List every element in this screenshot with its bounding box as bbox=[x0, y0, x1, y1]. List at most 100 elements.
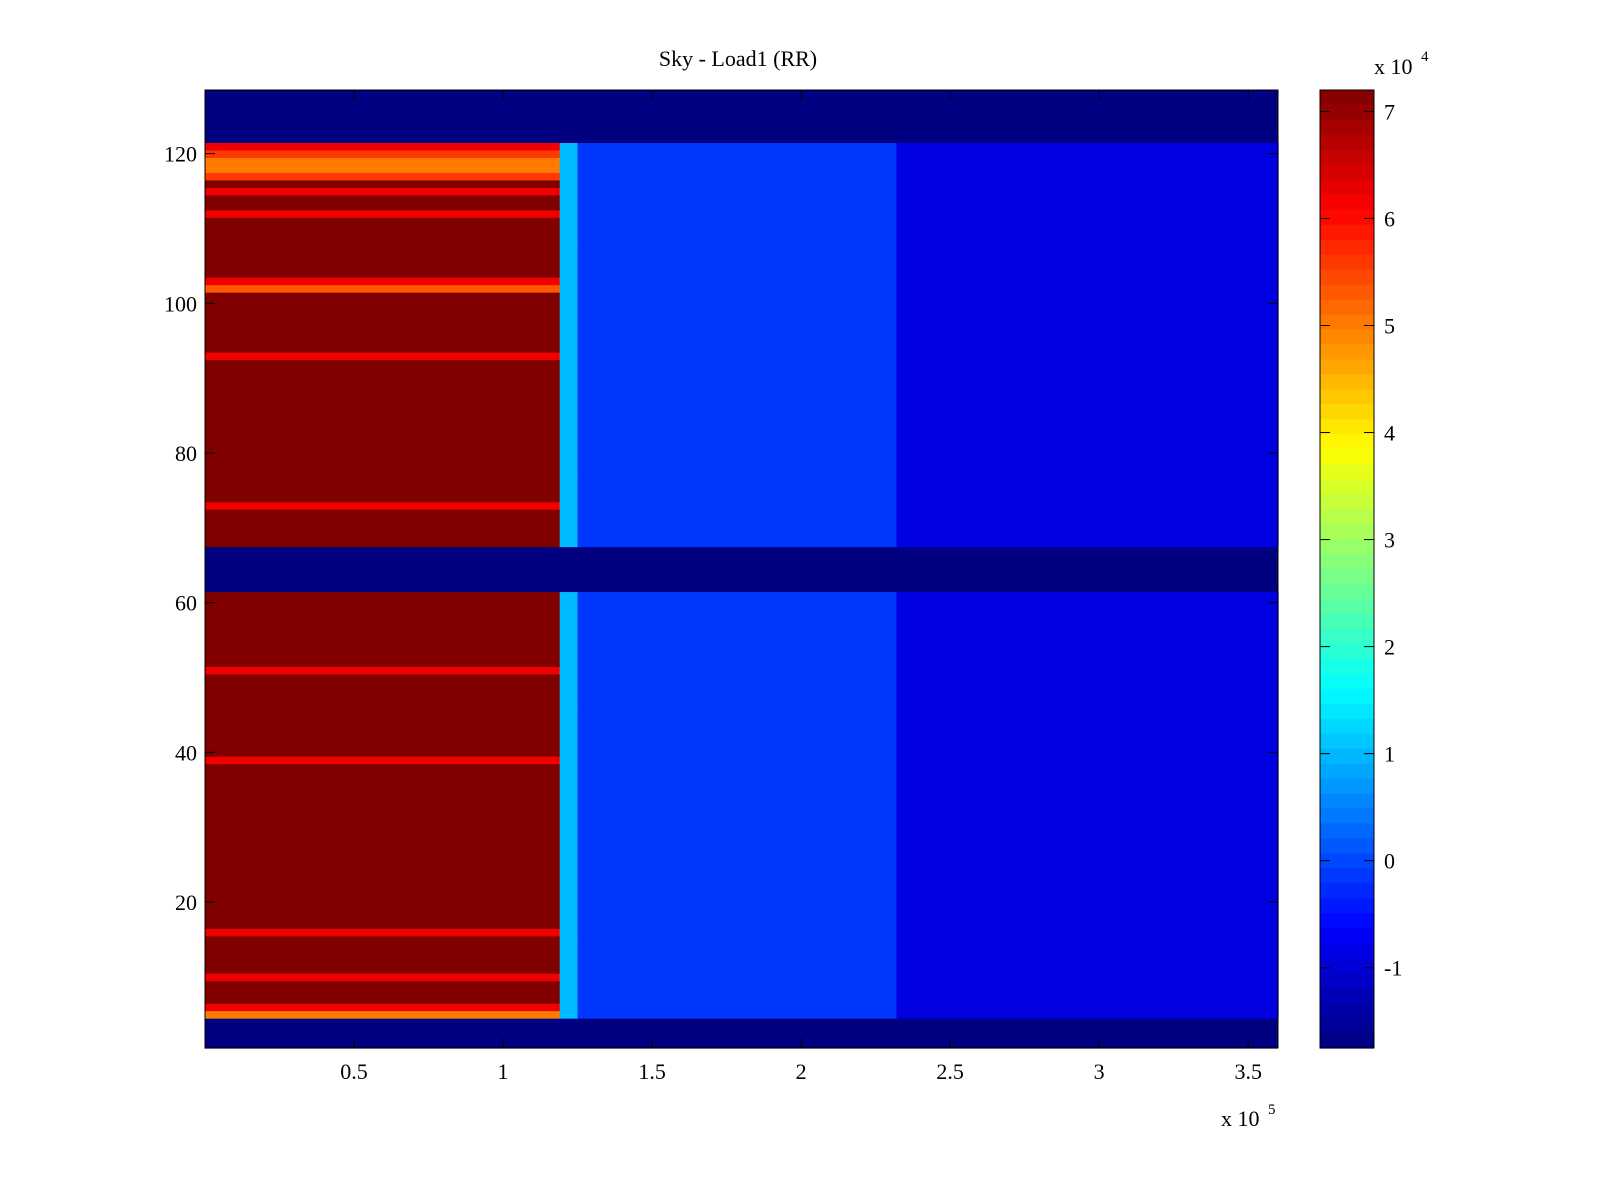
heatmap-cell bbox=[577, 860, 898, 869]
heatmap-cell bbox=[559, 748, 579, 757]
heatmap-cell bbox=[896, 666, 1279, 675]
heatmap-cell bbox=[577, 441, 898, 450]
heatmap-cell bbox=[205, 479, 561, 488]
heatmap-cell bbox=[577, 307, 898, 316]
heatmap-cell bbox=[559, 883, 579, 892]
colorbar-step bbox=[1320, 913, 1374, 929]
heatmap-cell bbox=[205, 673, 561, 682]
heatmap-cell bbox=[896, 531, 1279, 540]
heatmap-cell bbox=[559, 733, 579, 742]
colorbar-step bbox=[1320, 883, 1374, 899]
heatmap-cell bbox=[896, 149, 1279, 158]
heatmap-cell bbox=[577, 666, 898, 675]
heatmap-cell bbox=[559, 943, 579, 952]
heatmap-cell bbox=[896, 943, 1279, 952]
colorbar-step bbox=[1320, 928, 1374, 944]
heatmap-cell bbox=[559, 142, 579, 151]
heatmap-cell bbox=[577, 733, 898, 742]
heatmap-cell bbox=[559, 396, 579, 405]
heatmap-cell bbox=[559, 718, 579, 727]
heatmap-cell bbox=[896, 292, 1279, 301]
colorbar-step bbox=[1320, 164, 1374, 181]
heatmap-cell bbox=[577, 269, 898, 278]
colorbar-multiplier-base: x 10 bbox=[1374, 54, 1413, 79]
colorbar-step bbox=[1320, 569, 1374, 585]
heatmap-cell bbox=[577, 883, 898, 892]
heatmap-cell bbox=[205, 793, 561, 802]
heatmap-cell bbox=[205, 958, 561, 967]
colorbar-tick-label: 1 bbox=[1384, 742, 1395, 767]
heatmap-cell bbox=[577, 284, 898, 293]
colorbar-step bbox=[1320, 763, 1374, 780]
heatmap-cell bbox=[205, 254, 561, 263]
heatmap-cell bbox=[205, 299, 561, 308]
heatmap-cell bbox=[577, 277, 898, 286]
colorbar-step bbox=[1320, 269, 1374, 286]
heatmap-cell bbox=[896, 711, 1279, 720]
heatmap-cell bbox=[896, 396, 1279, 405]
heatmap-cell bbox=[896, 793, 1279, 802]
heatmap-cell bbox=[559, 673, 579, 682]
heatmap-cell bbox=[577, 471, 898, 480]
heatmap-cell bbox=[559, 441, 579, 450]
heatmap-cell bbox=[559, 995, 579, 1004]
heatmap-cell bbox=[896, 336, 1279, 346]
x-axis-ticks: 0.5 1 1.5 2 2.5 3 3.5 bbox=[340, 90, 1262, 1084]
heatmap-cell bbox=[896, 314, 1279, 323]
colorbar-step bbox=[1320, 179, 1374, 196]
colorbar-tick-label: -1 bbox=[1384, 956, 1402, 981]
heatmap-cell bbox=[205, 179, 561, 188]
heatmap-cell bbox=[577, 808, 898, 817]
heatmap-cell bbox=[896, 853, 1279, 862]
heatmap-cell bbox=[896, 247, 1279, 256]
heatmap-cell bbox=[205, 456, 561, 465]
heatmap-cell bbox=[577, 935, 898, 944]
heatmap-cell bbox=[205, 868, 561, 877]
heatmap-cell bbox=[559, 157, 579, 166]
heatmap-cell bbox=[205, 703, 561, 712]
heatmap-cell bbox=[559, 741, 579, 750]
plot-frame bbox=[204, 89, 1279, 1049]
heatmap-cell bbox=[896, 815, 1279, 825]
heatmap-cell bbox=[205, 808, 561, 817]
colorbar-step bbox=[1320, 329, 1374, 346]
heatmap-cell bbox=[896, 277, 1279, 286]
x-axis-multiplier-exponent: 5 bbox=[1268, 1102, 1276, 1118]
heatmap-cell bbox=[205, 149, 561, 158]
heatmap-cell bbox=[205, 845, 561, 855]
heatmap-cell bbox=[205, 194, 561, 203]
heatmap-cell bbox=[577, 890, 898, 899]
heatmap-cell bbox=[559, 516, 579, 525]
heatmap-cell bbox=[577, 965, 898, 974]
heatmap-cell bbox=[896, 486, 1279, 495]
heatmap-cell bbox=[205, 336, 561, 346]
heatmap-cell bbox=[577, 142, 898, 151]
heatmap-cell bbox=[559, 666, 579, 675]
colorbar-step bbox=[1320, 90, 1374, 106]
heatmap-cell bbox=[559, 1003, 579, 1012]
heatmap-cell bbox=[577, 187, 898, 196]
colorbar-multiplier-exponent: 4 bbox=[1421, 49, 1429, 65]
heatmap-cell bbox=[205, 965, 561, 974]
heatmap-cell bbox=[205, 920, 561, 929]
heatmap-cell bbox=[205, 838, 561, 847]
heatmap-cell bbox=[559, 269, 579, 278]
heatmap-cell bbox=[559, 374, 579, 383]
heatmap-cell bbox=[577, 509, 898, 518]
heatmap-cell bbox=[896, 359, 1279, 368]
x-tick-label: 3.5 bbox=[1234, 1059, 1262, 1084]
heatmap-cell bbox=[577, 456, 898, 465]
heatmap-cell bbox=[577, 673, 898, 682]
heatmap-cell bbox=[559, 703, 579, 712]
x-tick-label: 1.5 bbox=[638, 1059, 666, 1084]
heatmap-cell bbox=[577, 786, 898, 795]
heatmap-cell bbox=[896, 322, 1279, 331]
heatmap-cell bbox=[559, 801, 579, 810]
heatmap-cell bbox=[896, 935, 1279, 944]
heatmap-cell bbox=[205, 164, 561, 173]
heatmap-cell bbox=[205, 696, 561, 705]
heatmap-cell bbox=[896, 501, 1279, 510]
heatmap-cell bbox=[577, 928, 898, 937]
heatmap-cell bbox=[896, 164, 1279, 173]
